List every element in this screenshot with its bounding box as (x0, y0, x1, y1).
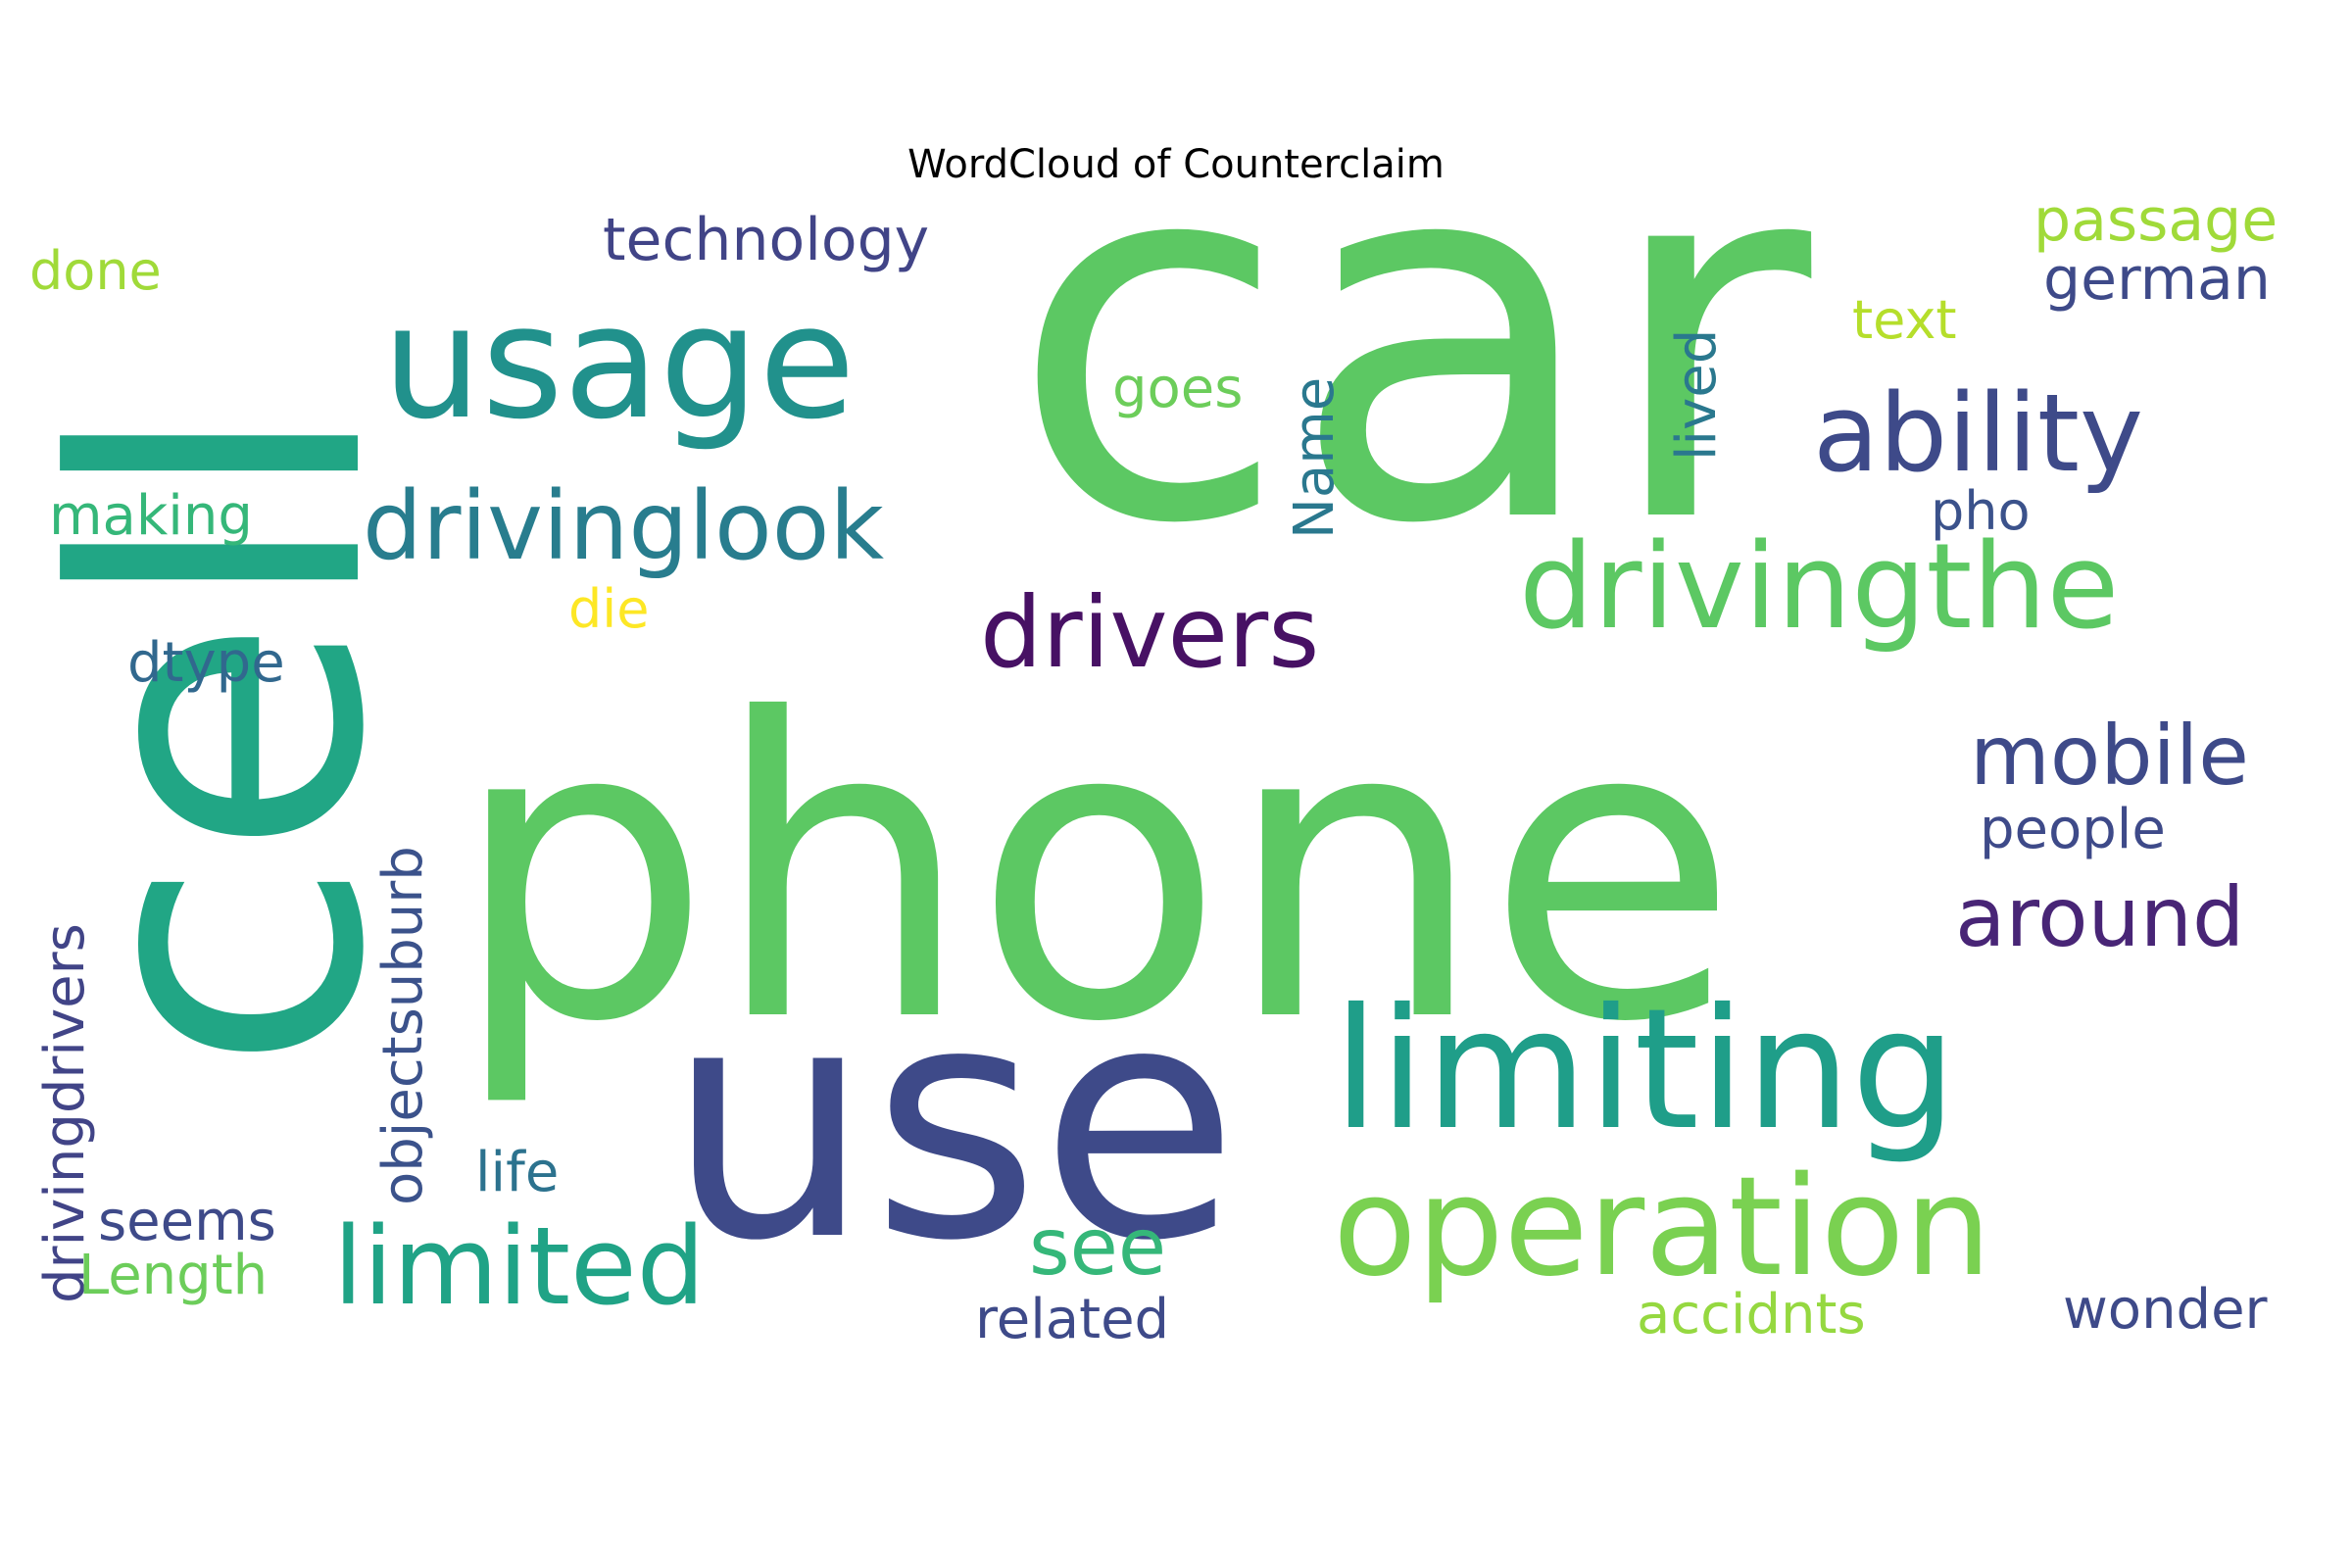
word-lived: lived (1665, 329, 1729, 461)
word-limiting: limiting (1333, 973, 1957, 1167)
word-drivingdrivers: drivingdrivers (33, 923, 97, 1303)
word-phone: phone (451, 633, 1739, 1112)
word-operation: operation (1333, 1148, 1991, 1307)
word-making: making (49, 484, 253, 548)
word-passage: passage (2034, 196, 2278, 255)
word-wonder: wonder (2063, 1278, 2269, 1342)
word-name: Name (1283, 377, 1347, 539)
word-pho: pho (1931, 480, 2031, 542)
word-limited: limited (333, 1203, 705, 1329)
word-life: life (475, 1141, 559, 1204)
word-ability: ability (1813, 370, 2143, 496)
chart-title: WordCloud of Counterclaim (907, 142, 1445, 187)
word-die: die (568, 578, 650, 640)
word-done: done (29, 240, 162, 302)
word-text: text (1852, 289, 1957, 351)
word-objectsuburb: objectsuburb (371, 846, 435, 1205)
word-around: around (1955, 869, 2244, 965)
word-goes: goes (1112, 357, 1243, 420)
word-use: use (666, 935, 1239, 1311)
word-seems: seems (98, 1190, 276, 1253)
word-see: see (1029, 1201, 1166, 1293)
word-accidnts: accidnts (1637, 1283, 1866, 1347)
word-drivingthe: drivingthe (1519, 519, 2119, 656)
word-mobile: mobile (1970, 708, 2249, 804)
word-technology: technology (603, 206, 929, 274)
word-people: people (1980, 798, 2166, 861)
word-car: car (1009, 196, 1817, 635)
word-length: Length (78, 1244, 268, 1307)
word-cell: cell (20, 399, 451, 1073)
word-related: related (975, 1288, 1169, 1351)
word-drivinglook: drivinglook (363, 471, 884, 581)
word-drivers: drivers (980, 575, 1319, 690)
word-german: german (2043, 245, 2271, 314)
word-usage: usage (382, 270, 856, 454)
word-dtype: dtype (127, 631, 285, 695)
